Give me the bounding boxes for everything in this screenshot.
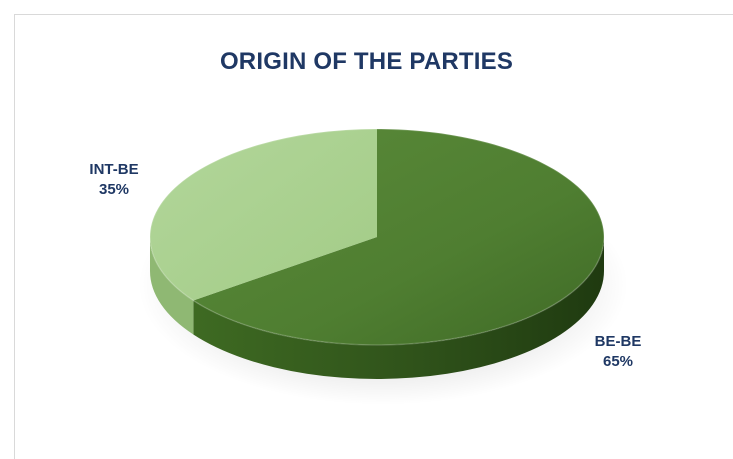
- pie-slice-be-be: [193, 129, 604, 346]
- chart-title: ORIGIN OF THE PARTIES: [219, 48, 514, 75]
- data-label-be-be-name: BE-BE: [594, 333, 642, 350]
- data-label-be-be-value: 65%: [602, 353, 634, 370]
- pie-slice-int-be: [150, 129, 377, 301]
- pie-rim: [149, 128, 605, 346]
- data-label-int-be-value: 35%: [98, 181, 130, 198]
- data-label-be-be: BE-BE 65%: [588, 332, 648, 372]
- pie-slice-side-be-be: [193, 237, 604, 379]
- data-label-int-be-name: INT-BE: [89, 161, 139, 178]
- data-label-int-be: INT-BE 35%: [84, 160, 144, 200]
- pie-slice-side-int-be: [150, 237, 194, 335]
